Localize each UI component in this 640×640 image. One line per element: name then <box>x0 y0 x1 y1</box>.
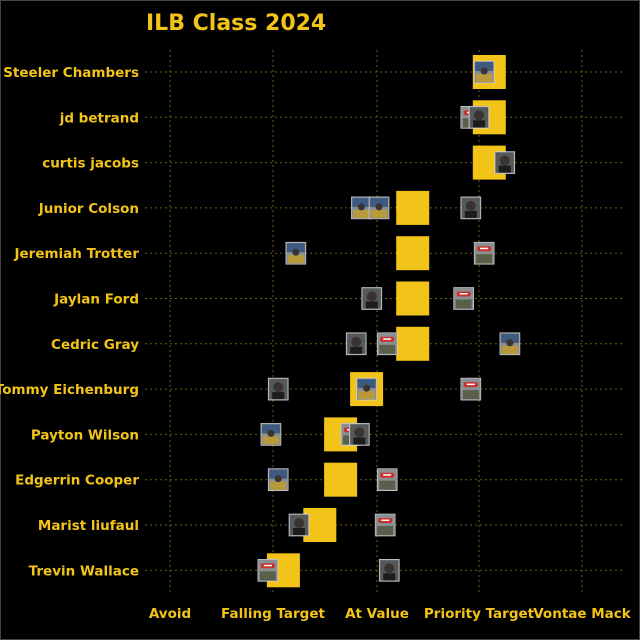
player-label: jd betrand <box>59 110 139 126</box>
pick-avatar-icon <box>361 287 383 310</box>
player-label: Junior Colson <box>38 201 139 217</box>
pick-avatar-icon <box>473 60 495 84</box>
x-tick-label: Avoid <box>149 606 191 622</box>
consensus-marker <box>396 281 430 316</box>
pick-avatar-icon <box>257 558 279 582</box>
consensus-marker <box>396 190 430 225</box>
pick-avatar-icon <box>376 468 398 492</box>
pick-avatar-icon <box>288 513 310 537</box>
player-label: Trevin Wallace <box>29 563 139 579</box>
consensus-marker <box>396 236 430 271</box>
pick-avatar-icon <box>376 332 398 356</box>
x-tick-label: At Value <box>345 606 409 622</box>
pick-avatar-icon <box>468 106 490 129</box>
player-label: Steeler Chambers <box>3 65 139 81</box>
marks-layer <box>257 55 521 588</box>
grid-layer <box>145 50 625 594</box>
pick-avatar-icon <box>260 423 282 446</box>
x-tick-label: Falling Target <box>221 606 325 622</box>
pick-avatar-icon <box>499 332 521 356</box>
pick-avatar-icon <box>351 196 372 220</box>
x-tick-label: Vontae Mack <box>533 606 632 622</box>
pick-avatar-icon <box>285 241 307 265</box>
consensus-marker <box>396 326 430 361</box>
pick-avatar-icon <box>473 241 495 265</box>
player-label: Jaylan Ford <box>53 292 139 308</box>
pick-avatar-icon <box>368 196 390 220</box>
player-label: Jeremiah Trotter <box>14 246 140 262</box>
x-tick-label: Priority Target <box>424 606 535 622</box>
pick-avatar-icon <box>494 151 516 174</box>
pick-avatar-icon <box>345 332 367 356</box>
x-axis-labels: Avoid Falling Target At Value Priority Targ… <box>149 606 632 622</box>
player-label: Edgerrin Cooper <box>15 473 139 489</box>
player-label: Cedric Gray <box>51 337 139 353</box>
player-label: Tommy Eichenburg <box>0 382 139 398</box>
pick-avatar-icon <box>267 377 289 401</box>
player-label: Marist liufaul <box>38 518 139 534</box>
pick-avatar-icon <box>356 377 377 401</box>
consensus-marker <box>324 462 358 497</box>
pick-avatar-icon <box>349 423 370 446</box>
player-labels: Steeler Chambers jd betrand curtis jacobs J… <box>0 65 139 579</box>
pick-avatar-icon <box>374 513 396 537</box>
player-label: curtis jacobs <box>42 156 139 172</box>
pick-avatar-icon <box>453 287 475 310</box>
pick-avatar-icon <box>460 377 482 401</box>
pick-avatar-icon <box>378 558 400 582</box>
pick-avatar-icon <box>267 468 289 492</box>
pick-avatar-icon <box>460 196 482 220</box>
player-label: Payton Wilson <box>31 427 139 443</box>
chart-title: ILB Class 2024 <box>146 11 326 36</box>
